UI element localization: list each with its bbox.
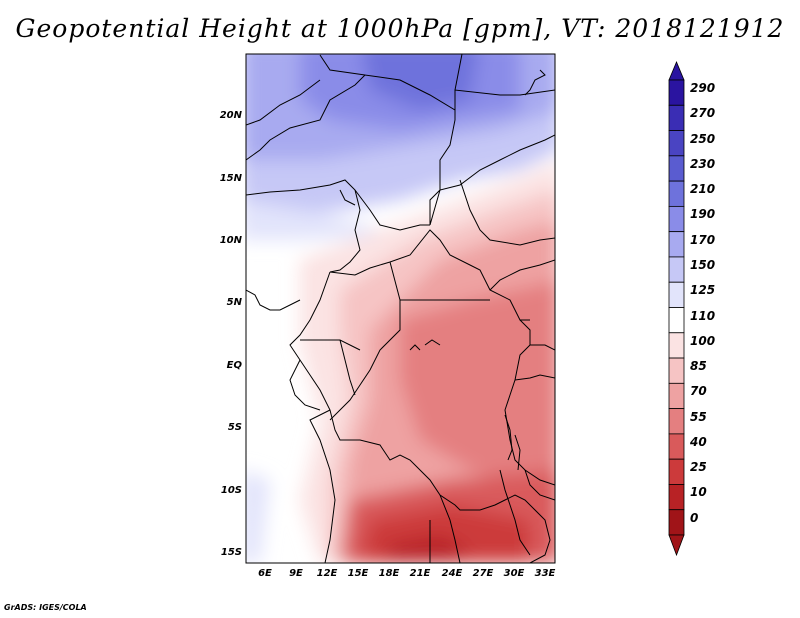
colorbar-label: 25 — [690, 460, 707, 475]
colorbar-label: 190 — [690, 207, 716, 222]
colorbar-swatch — [668, 104, 685, 131]
colorbar-label: 100 — [690, 333, 716, 348]
colorbar-label: 150 — [690, 257, 716, 272]
colorbar-swatch — [668, 484, 685, 511]
lon-label-21e: 21E — [409, 568, 431, 579]
colorbar-top-arrow — [668, 60, 685, 81]
colorbar-label: 170 — [690, 232, 716, 247]
colorbar-swatch — [668, 130, 685, 157]
lon-label-6e: 6E — [258, 568, 272, 579]
lat-label-5n: 5N — [226, 297, 242, 308]
colorbar-label: 270 — [690, 106, 716, 121]
lon-label-12e: 12E — [316, 568, 338, 579]
colorbar-swatch — [668, 281, 685, 308]
colorbar-swatch — [668, 509, 685, 536]
colorbar-label: 110 — [690, 308, 716, 323]
colorbar-label: 85 — [690, 359, 707, 374]
grads-credit: GrADS: IGES/COLA — [4, 603, 87, 612]
colorbar-label: 125 — [690, 283, 716, 298]
colorbar-label: 250 — [690, 131, 716, 146]
colorbar-label: 55 — [690, 409, 707, 424]
colorbar-label: 230 — [690, 156, 716, 171]
lon-label-15e: 15E — [347, 568, 369, 579]
colorbar-swatch — [668, 332, 685, 359]
colorbar-swatch — [668, 433, 685, 460]
colorbar-swatch — [668, 155, 685, 182]
colorbar — [668, 60, 685, 557]
lat-label-15s: 15S — [220, 547, 242, 558]
lon-label-30e: 30E — [503, 568, 525, 579]
colorbar-label: 210 — [690, 182, 716, 197]
lat-label-5s: 5S — [227, 422, 242, 433]
lat-label-10s: 10S — [220, 485, 242, 496]
map-title: Geopotential Height at 1000hPa [gpm], VT… — [15, 14, 785, 43]
lat-label-20n: 20N — [219, 110, 242, 121]
colorbar-label: 70 — [690, 384, 707, 399]
colorbar-label: 0 — [690, 510, 699, 525]
lon-label-18e: 18E — [378, 568, 400, 579]
colorbar-bottom-arrow — [668, 534, 685, 557]
colorbar-swatch — [668, 231, 685, 258]
map-frame — [245, 53, 556, 564]
colorbar-swatch — [668, 382, 685, 410]
lon-label-24e: 24E — [441, 568, 463, 579]
lon-label-9e: 9E — [289, 568, 303, 579]
lat-label-eq: EQ — [226, 360, 242, 371]
colorbar-swatch — [668, 79, 685, 106]
colorbar-swatch — [668, 408, 685, 435]
lat-label-10n: 10N — [219, 235, 242, 246]
colorbar-swatch — [668, 205, 685, 233]
colorbar-label: 290 — [690, 81, 716, 95]
country-borders — [246, 54, 555, 563]
lon-label-27e: 27E — [472, 568, 494, 579]
colorbar-label: 40 — [690, 434, 707, 449]
lat-label-15n: 15N — [219, 173, 242, 184]
colorbar-swatch — [668, 180, 685, 207]
colorbar-swatch — [668, 357, 685, 384]
colorbar-label: 10 — [690, 485, 707, 500]
lon-label-33e: 33E — [534, 568, 556, 579]
colorbar-swatch — [668, 256, 685, 283]
colorbar-swatch — [668, 458, 685, 485]
colorbar-swatch — [668, 307, 685, 334]
